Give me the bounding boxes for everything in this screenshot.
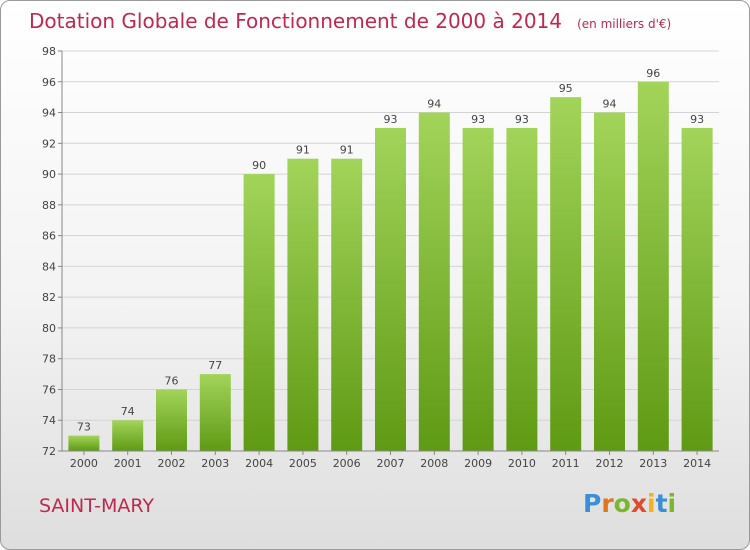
bars: 73 74 76 77 90 91 91 93 94 93 93 95 94 96 93 — [68, 67, 713, 452]
x-tick-label-2010: 2010 — [508, 457, 536, 470]
y-tick-label: 94 — [42, 107, 56, 120]
bar-2014 — [681, 127, 713, 451]
data-label-2006: 91 — [340, 144, 354, 157]
axes: 72 74 76 78 80 82 84 86 88 90 92 94 96 98 2000 2001 2002… — [42, 45, 719, 470]
bar-2004 — [243, 174, 275, 452]
y-tick-label: 72 — [42, 445, 56, 458]
data-label-2008: 94 — [427, 98, 441, 111]
data-label-2002: 76 — [165, 374, 179, 387]
y-tick-label: 88 — [42, 199, 56, 212]
y-tick-label: 90 — [42, 168, 56, 181]
bar-2008 — [418, 112, 450, 452]
x-tick-label-2012: 2012 — [596, 457, 624, 470]
y-tick-label: 84 — [42, 260, 56, 273]
data-label-2000: 73 — [77, 421, 91, 434]
y-tick-label: 76 — [42, 383, 56, 396]
y-tick-label: 86 — [42, 230, 56, 243]
x-tick-label-2003: 2003 — [201, 457, 229, 470]
proxiti-logo: Proxiti — [583, 489, 677, 518]
y-tick-label: 96 — [42, 76, 56, 89]
y-tick-label: 74 — [42, 414, 56, 427]
x-tick-label-2000: 2000 — [70, 457, 98, 470]
data-label-2011: 95 — [559, 82, 573, 95]
y-tick-label: 82 — [42, 291, 56, 304]
data-label-2012: 94 — [603, 98, 617, 111]
data-label-2010: 93 — [515, 113, 529, 126]
x-tick-label-2011: 2011 — [552, 457, 580, 470]
x-tick-label-2014: 2014 — [683, 457, 711, 470]
data-label-2004: 90 — [252, 159, 266, 172]
x-tick-label-2002: 2002 — [158, 457, 186, 470]
data-label-2003: 77 — [208, 359, 222, 372]
bar-2013 — [637, 81, 669, 452]
chart-title-row: Dotation Globale de Fonctionnement de 20… — [29, 9, 671, 33]
x-tick-label-2001: 2001 — [114, 457, 142, 470]
bar-2006 — [331, 158, 363, 451]
data-label-2007: 93 — [384, 113, 398, 126]
bar-2003 — [199, 374, 231, 451]
bar-2000 — [68, 435, 100, 451]
data-label-2014: 93 — [690, 113, 704, 126]
x-tick-label-2013: 2013 — [639, 457, 667, 470]
x-tick-label-2008: 2008 — [420, 457, 448, 470]
bar-2010 — [506, 127, 538, 451]
chart-title: Dotation Globale de Fonctionnement de 20… — [29, 9, 562, 33]
data-label-2005: 91 — [296, 144, 310, 157]
bar-2011 — [550, 97, 582, 452]
bar-2007 — [375, 127, 406, 451]
bar-2001 — [112, 420, 144, 451]
bar-2012 — [594, 112, 625, 452]
y-tick-label: 78 — [42, 353, 56, 366]
x-tick-label-2007: 2007 — [377, 457, 405, 470]
x-tick-label-2005: 2005 — [289, 457, 317, 470]
data-label-2013: 96 — [646, 67, 660, 80]
x-tick-label-2006: 2006 — [333, 457, 361, 470]
x-tick-label-2009: 2009 — [464, 457, 492, 470]
bar-2009 — [462, 127, 494, 451]
y-tick-label: 80 — [42, 322, 56, 335]
commune-name: SAINT-MARY — [39, 495, 154, 517]
chart-unit: (en milliers d'€) — [577, 17, 672, 31]
x-tick-label-2004: 2004 — [245, 457, 273, 470]
bar-2002 — [156, 389, 187, 451]
data-label-2001: 74 — [121, 405, 135, 418]
y-tick-label: 98 — [42, 45, 56, 58]
bar-2005 — [287, 158, 319, 451]
y-tick-label: 92 — [42, 137, 56, 150]
data-label-2009: 93 — [471, 113, 485, 126]
